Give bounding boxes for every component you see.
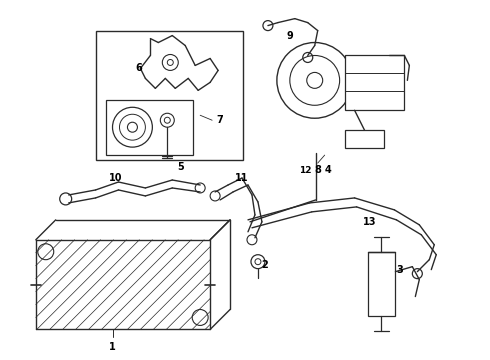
Bar [368,252,395,316]
Text: 7: 7 [217,115,223,125]
Bar [344,55,404,110]
Text: 1: 1 [109,342,116,352]
Text: 5: 5 [177,162,184,172]
Bar [105,100,193,155]
Text: 13: 13 [363,217,376,227]
Text: 2: 2 [262,260,269,270]
Circle shape [127,122,137,132]
Text: 4: 4 [324,165,331,175]
Text: 11: 11 [235,173,249,183]
Bar [96,31,243,160]
Text: 8: 8 [314,165,321,175]
Text: 12: 12 [299,166,312,175]
Text: 9: 9 [287,31,293,41]
Text: 10: 10 [109,173,122,183]
Text: 6: 6 [135,63,142,73]
Bar [344,130,385,148]
Text: 3: 3 [396,265,403,275]
